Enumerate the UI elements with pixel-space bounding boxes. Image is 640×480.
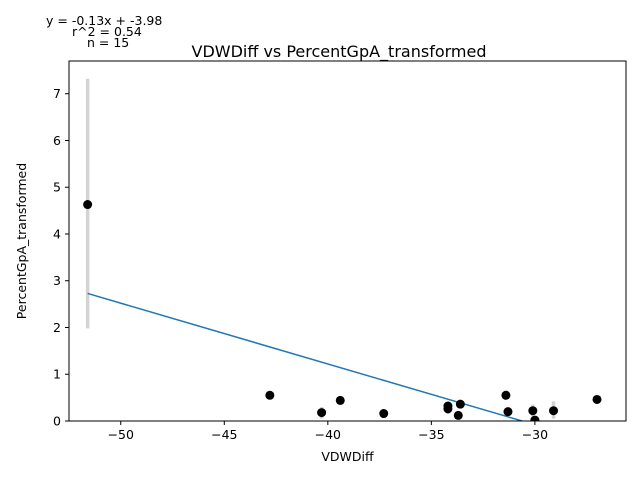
data-point-9 — [501, 390, 511, 400]
y-tick-label-4: 4 — [53, 226, 61, 241]
x-axis-label: VDWDiff — [321, 449, 374, 464]
r-squared: r^2 = 0.54 — [72, 24, 142, 39]
data-point-7 — [453, 410, 463, 420]
data-point-13 — [549, 406, 559, 416]
data-point-4 — [379, 409, 389, 419]
y-tick-label-1: 1 — [53, 367, 61, 382]
data-point-8 — [455, 399, 465, 409]
y-tick-label-6: 6 — [53, 133, 61, 148]
y-tick-label-3: 3 — [53, 273, 61, 288]
axes-frame — [68, 60, 627, 422]
data-point-11 — [528, 406, 538, 416]
y-axis: 0 1 2 3 4 5 6 7 — [53, 86, 69, 429]
x-tick-label-1: −45 — [211, 427, 237, 442]
x-tick-label-0: −50 — [108, 427, 134, 442]
x-tick-label-3: −35 — [418, 427, 444, 442]
y-tick-label-0: 0 — [53, 414, 61, 429]
y-tick-label-7: 7 — [53, 86, 61, 101]
x-tick-label-4: −30 — [522, 427, 548, 442]
data-point-2 — [317, 408, 327, 418]
data-point-12 — [530, 415, 540, 421]
data-point-10 — [503, 407, 513, 417]
regression-line — [87, 292, 525, 421]
data-point-1 — [265, 390, 275, 400]
y-axis-label: PercentGpA_transformed — [14, 163, 29, 319]
plot-area — [83, 78, 602, 421]
data-point-0 — [83, 200, 93, 210]
sample-count: n = 15 — [87, 35, 130, 50]
data-point-14 — [592, 394, 602, 404]
x-tick-label-2: −40 — [315, 427, 341, 442]
x-axis: −50 −45 −40 −35 −30 — [108, 421, 548, 442]
y-tick-label-5: 5 — [53, 180, 61, 195]
fit-equation: y = -0.13x + -3.98 — [46, 13, 163, 28]
data-point-6 — [443, 401, 453, 411]
data-point-3 — [335, 395, 345, 405]
y-tick-label-2: 2 — [53, 320, 61, 335]
chart-title: VDWDiff vs PercentGpA_transformed — [192, 42, 487, 62]
